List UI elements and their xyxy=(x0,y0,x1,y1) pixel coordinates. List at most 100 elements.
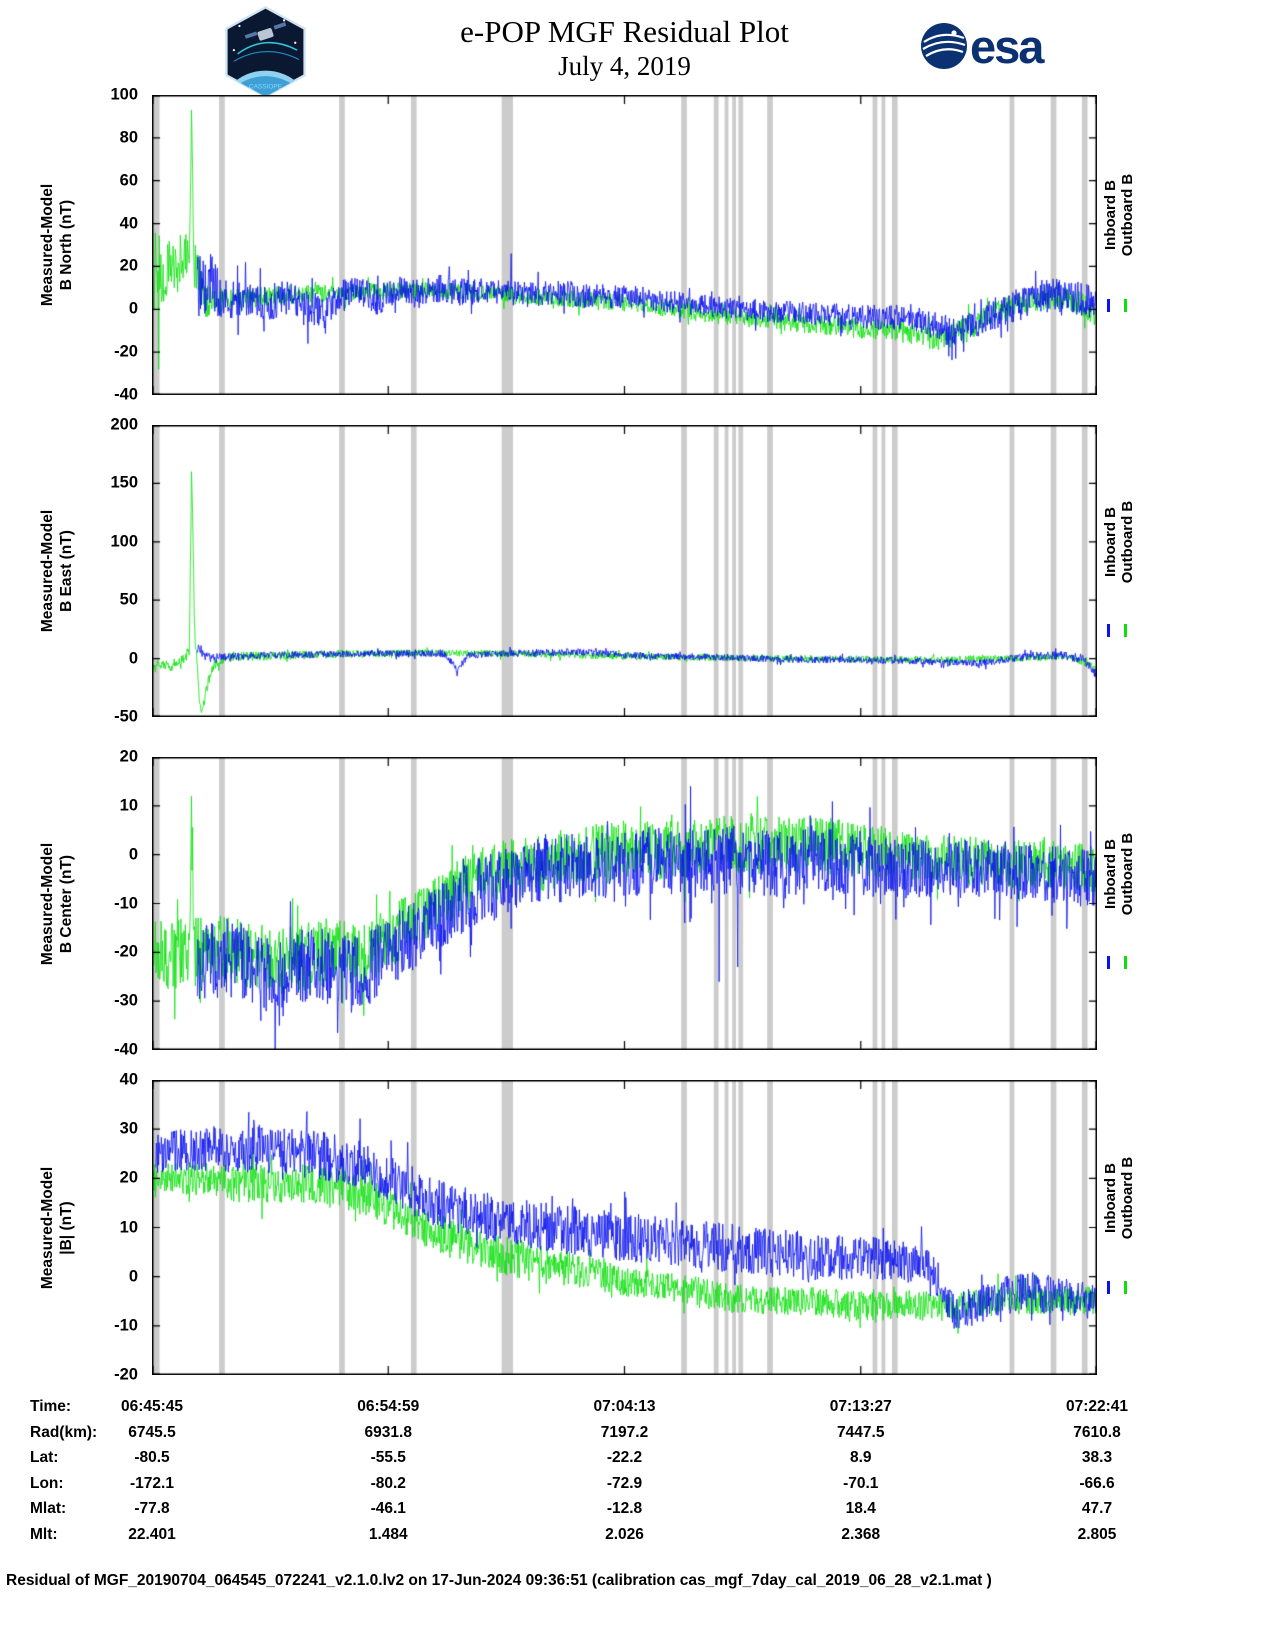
ephemeris-row-label: Lon: xyxy=(30,1474,64,1492)
legend-inboard-line xyxy=(1107,1280,1110,1294)
ephemeris-value: -172.1 xyxy=(130,1474,174,1492)
ephemeris-value: 2.368 xyxy=(841,1525,881,1543)
y-tick-label: 40 xyxy=(119,1070,138,1089)
legend-outboard-line xyxy=(1124,1280,1127,1294)
y-tick-label: 200 xyxy=(110,415,138,434)
y-tick-labels: 20 10 0 -10 -20 -30 -40 xyxy=(84,748,144,1059)
patch-text: CASSIOPE xyxy=(249,83,283,90)
ephemeris-value: 06:54:59 xyxy=(357,1398,420,1415)
y-axis-label-b-north: Measured-Model B North (nT) xyxy=(39,183,75,307)
y-axis-label-b-center: Measured-Model B Center (nT) xyxy=(39,842,75,965)
ephemeris-row: Rad(km): 6745.5 6931.8 7197.2 7447.5 7610.8 xyxy=(0,1422,1275,1448)
y-tick-label: -10 xyxy=(114,894,138,912)
ephemeris-row: Mlat: -77.8 -46.1 -12.8 18.4 47.7 xyxy=(0,1498,1275,1524)
ephemeris-row: Mlt: 22.401 1.484 2.026 2.368 2.805 xyxy=(0,1524,1275,1550)
ephemeris-value: -66.6 xyxy=(1079,1474,1115,1492)
ephemeris-value: 6931.8 xyxy=(364,1423,412,1441)
ephemeris-value: 2.805 xyxy=(1077,1525,1117,1543)
ephemeris-value: 7447.5 xyxy=(837,1423,885,1441)
ephemeris-table: Time: 06:45:45 06:54:59 07:04:13 07:13:27 07:… xyxy=(0,1396,1275,1549)
y-tick-label: 60 xyxy=(119,171,138,190)
ephemeris-value: -55.5 xyxy=(370,1449,406,1466)
y-tick-label: 30 xyxy=(119,1119,138,1138)
ephemeris-value: -77.8 xyxy=(134,1500,170,1517)
ephemeris-row-label: Rad(km): xyxy=(30,1423,98,1441)
y-tick-label: 20 xyxy=(119,1168,138,1187)
ephemeris-value: -80.2 xyxy=(370,1474,406,1492)
y-tick-label: 10 xyxy=(119,1218,138,1236)
legend-inboard-label: Inboard B xyxy=(1102,839,1119,910)
legend-outboard-label: Outboard B xyxy=(1119,832,1136,916)
plot-canvas-b-center xyxy=(152,757,1097,1050)
y-tick-label: 80 xyxy=(119,128,138,147)
cassiope-mission-patch-icon: CASSIOPE xyxy=(225,6,306,98)
ephemeris-value: -70.1 xyxy=(843,1474,879,1492)
legend-inboard-label: Inboard B xyxy=(1102,180,1119,250)
ephemeris-row: Time: 06:45:45 06:54:59 07:04:13 07:13:27 07:… xyxy=(0,1396,1275,1422)
ephemeris-value: 07:04:13 xyxy=(593,1398,656,1415)
y-tick-labels: 200 150 100 50 0 -50 xyxy=(84,416,144,726)
ephemeris-value: -46.1 xyxy=(370,1500,406,1517)
plot-legend: Inboard B Outboard B xyxy=(1102,1080,1150,1375)
ephemeris-value: 7197.2 xyxy=(600,1423,649,1441)
legend-outboard-label: Outboard B xyxy=(1119,1156,1136,1240)
plot-canvas-b-north xyxy=(152,95,1097,395)
footer-filename: Residual of MGF_20190704_064545_072241_v… xyxy=(6,1572,992,1589)
legend-inboard-label: Inboard B xyxy=(1102,506,1119,577)
y-axis-label-b-east: Measured-Model B East (nT) xyxy=(39,509,75,633)
y-tick-label: 10 xyxy=(119,796,138,815)
y-tick-label: 100 xyxy=(110,532,138,551)
ephemeris-value: 6745.5 xyxy=(128,1423,176,1441)
ephemeris-value: -80.5 xyxy=(134,1449,170,1466)
plot-canvas-b-magnitude xyxy=(152,1080,1097,1375)
ephemeris-value: 38.3 xyxy=(1081,1449,1113,1466)
plot-legend: Inboard B Outboard B xyxy=(1102,95,1150,395)
y-tick-label: -40 xyxy=(114,1040,138,1059)
y-tick-label: 0 xyxy=(128,845,138,864)
y-tick-label: -40 xyxy=(114,385,138,404)
legend-outboard-line xyxy=(1124,623,1127,637)
plot-canvas-b-east xyxy=(152,425,1097,717)
ephemeris-row: Lat: -80.5 -55.5 -22.2 8.9 38.3 xyxy=(0,1447,1275,1473)
legend-inboard-line xyxy=(1107,956,1110,970)
legend-outboard-line xyxy=(1124,956,1127,970)
y-tick-label: 100 xyxy=(110,85,138,104)
ephemeris-value: 1.484 xyxy=(368,1525,408,1543)
y-tick-label: 20 xyxy=(119,256,138,275)
y-tick-label: -10 xyxy=(114,1316,138,1335)
y-tick-labels: 40 30 20 10 0 -10 -20 xyxy=(84,1071,144,1384)
y-tick-label: -30 xyxy=(114,991,138,1010)
y-tick-label: 0 xyxy=(128,299,138,318)
ephemeris-row-label: Mlat: xyxy=(30,1500,67,1517)
ephemeris-value: 2.026 xyxy=(605,1525,644,1543)
subplot-b-magnitude: Measured-Model |B| (nT) 40 30 20 10 0 -10 -20 … xyxy=(0,1071,1275,1384)
ephemeris-value: -72.9 xyxy=(606,1474,643,1492)
y-tick-label: 50 xyxy=(119,590,138,609)
esa-logo: esa xyxy=(920,22,1044,70)
ephemeris-row-label: Time: xyxy=(30,1398,72,1415)
ephemeris-value: 07:13:27 xyxy=(829,1398,892,1415)
y-tick-label: 20 xyxy=(119,747,138,766)
legend-outboard-line xyxy=(1124,299,1127,312)
y-tick-label: 40 xyxy=(119,214,138,233)
y-tick-label: 150 xyxy=(110,473,138,492)
ephemeris-value: 07:22:41 xyxy=(1065,1398,1129,1415)
y-tick-label: -50 xyxy=(114,707,138,726)
legend-inboard-line xyxy=(1107,299,1110,312)
subplot-b-center: Measured-Model B Center (nT) 20 10 0 -10 -20… xyxy=(0,748,1275,1059)
y-tick-label: -20 xyxy=(114,942,138,961)
ephemeris-value: -22.2 xyxy=(606,1449,643,1466)
legend-outboard-label: Outboard B xyxy=(1119,173,1136,257)
ephemeris-value: 22.401 xyxy=(128,1525,176,1543)
y-tick-label: -20 xyxy=(114,1365,138,1384)
y-tick-label: 0 xyxy=(128,1267,138,1286)
ephemeris-value: 8.9 xyxy=(849,1449,872,1466)
ephemeris-value: -12.8 xyxy=(606,1500,643,1517)
ephemeris-value: 47.7 xyxy=(1081,1500,1113,1517)
page-title: e-POP MGF Residual Plot xyxy=(460,14,789,49)
y-tick-label: 0 xyxy=(128,649,138,668)
subplot-b-east: Measured-Model B East (nT) 200 150 100 50 0 -… xyxy=(0,416,1275,726)
subplot-b-north: Measured-Model B North (nT) 100 80 60 40 20 0… xyxy=(0,86,1275,404)
plot-legend: Inboard B Outboard B xyxy=(1102,757,1150,1050)
